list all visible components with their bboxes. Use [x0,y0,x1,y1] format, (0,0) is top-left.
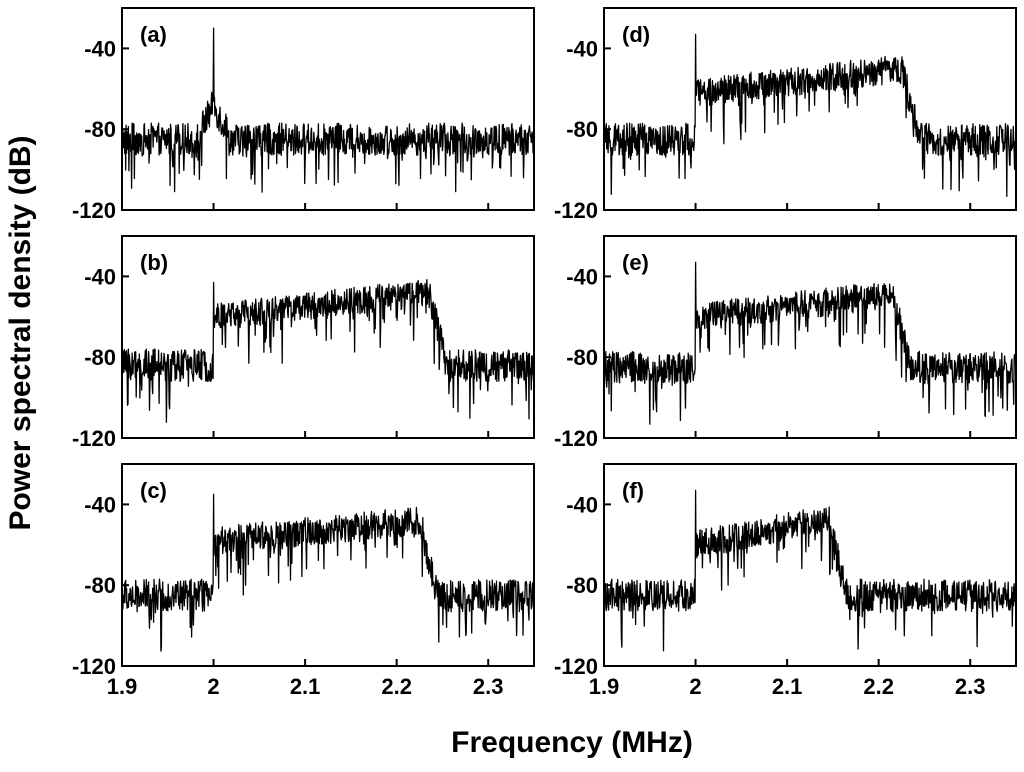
x-tick-label: 2 [207,674,219,699]
y-tick-label: -120 [72,654,116,679]
y-tick-label: -120 [554,426,598,451]
psd-trace [121,493,535,652]
y-tick-label: -40 [566,264,598,289]
y-tick-label: -80 [566,573,598,598]
x-tick-label: 1.9 [589,674,620,699]
x-tick-label: 2.3 [473,674,504,699]
y-tick-label: -120 [72,198,116,223]
psd-trace [121,27,535,193]
plot-frame [121,235,535,439]
x-tick-label: 2 [689,674,701,699]
panel-label: (c) [140,478,167,503]
psd-trace [603,489,1017,652]
x-tick-label: 2.2 [863,674,894,699]
y-tick-label: -120 [72,426,116,451]
y-tick-label: -80 [566,117,598,142]
psd-trace [121,279,535,423]
y-tick-label: -40 [566,492,598,517]
y-tick-label: -80 [84,573,116,598]
x-tick-label: 2.1 [772,674,803,699]
panel-label: (f) [622,478,644,503]
y-tick-label: -40 [84,36,116,61]
panel-d: -40 -80 -120 (d) [554,7,1017,223]
panel-e: -40 -80 -120 (e) [554,235,1017,451]
x-tick-label: 2.3 [955,674,986,699]
plot-frame [603,235,1017,439]
y-tick-label: -40 [84,264,116,289]
y-tick-label: -40 [566,36,598,61]
y-tick-label: -120 [554,654,598,679]
psd-trace [603,33,1017,198]
x-axis-title: Frequency (MHz) [451,726,693,759]
y-tick-label: -120 [554,198,598,223]
x-tick-label: 1.9 [107,674,138,699]
panel-b: -40 -80 -120 (b) [72,235,535,451]
y-tick-label: -80 [566,345,598,370]
plot-frame [121,7,535,211]
panel-a: -40 -80 -120 (a) [72,7,535,223]
x-tick-label: 2.1 [290,674,321,699]
panel-label: (e) [622,250,649,275]
y-tick-label: -40 [84,492,116,517]
y-tick-label: -80 [84,345,116,370]
x-tick-label: 2.2 [381,674,412,699]
panel-label: (b) [140,250,168,275]
panel-label: (a) [140,22,167,47]
plot-frame [603,7,1017,211]
y-axis-title: Power spectral density (dB) [4,135,37,530]
plot-frame [603,463,1017,667]
y-tick-label: -80 [84,117,116,142]
panel-label: (d) [622,22,650,47]
psd-trace [603,261,1017,425]
plot-frame [121,463,535,667]
